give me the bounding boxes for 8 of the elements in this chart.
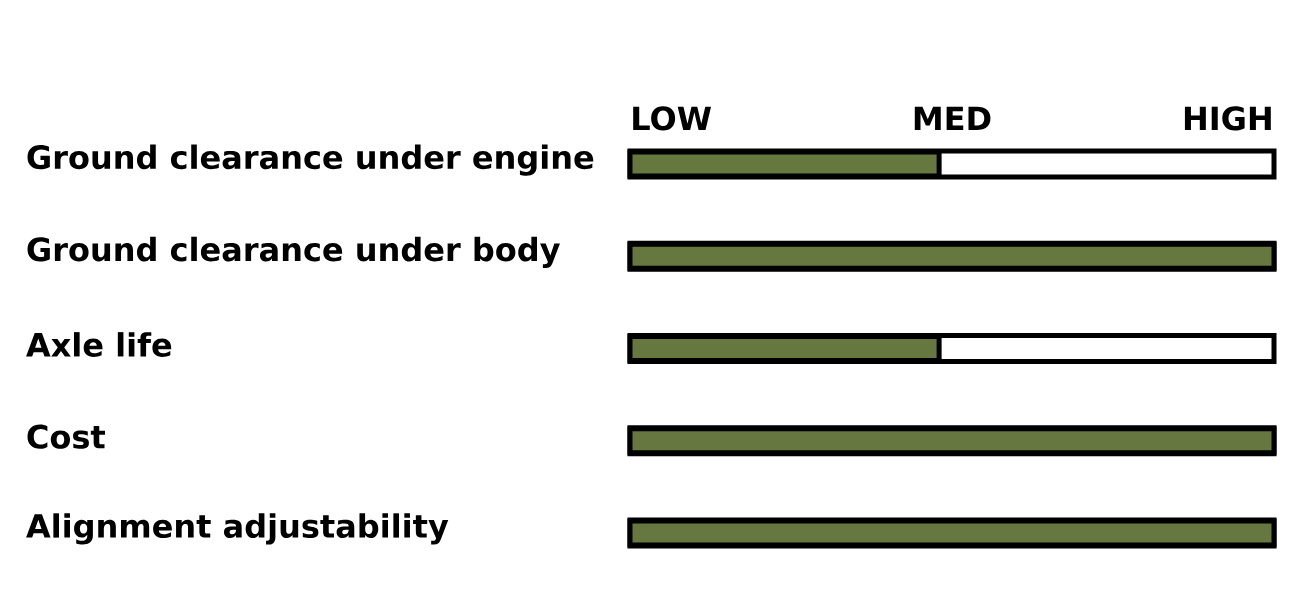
y-tick-label: Cost [27, 424, 105, 449]
y-tick-label: Alignment adjustability [26, 513, 449, 545]
annotation: HIGH [1184, 106, 1271, 131]
annotation: LOW [633, 106, 712, 131]
y-tick-label: Ground clearance under body [27, 236, 560, 268]
y-tick-label: Axle life [26, 332, 172, 357]
annotation: MED [914, 106, 991, 131]
y-tick-label: Ground clearance under engine [27, 144, 594, 176]
